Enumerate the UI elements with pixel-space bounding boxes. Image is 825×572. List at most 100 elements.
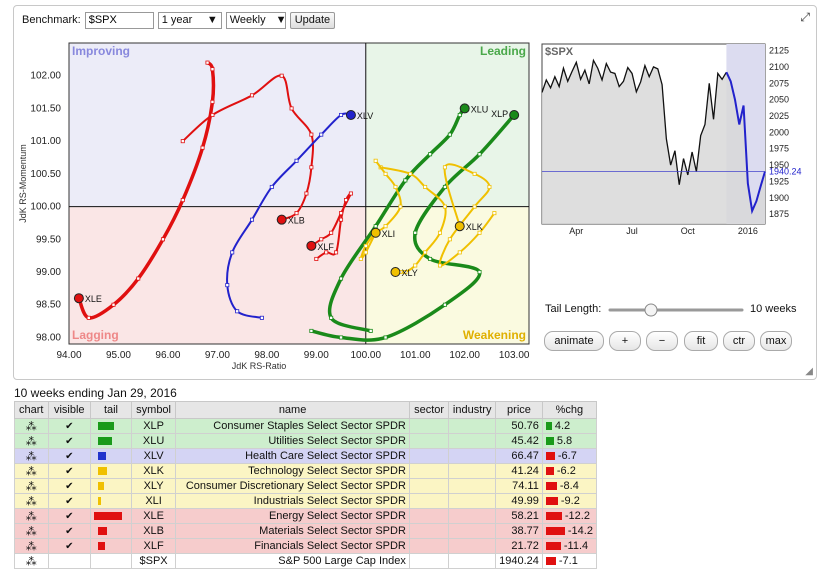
tail-swatch[interactable] [90, 463, 132, 479]
head-point[interactable] [509, 109, 520, 120]
sector-cell [408, 448, 450, 464]
tail-swatch[interactable] [90, 538, 132, 554]
visible-checkbox[interactable]: ✔ [47, 493, 92, 509]
pctchg-value: -6.2 [556, 465, 576, 477]
center-button[interactable]: ctr [723, 331, 755, 351]
y-axis-label: JdK RS-Momentum [18, 144, 28, 223]
visible-checkbox[interactable]: ✔ [47, 433, 92, 449]
col-name[interactable]: name [175, 401, 410, 419]
table-row[interactable]: ⁂ ✔ XLK Technology Select Sector SPDR 41.24 -… [14, 463, 598, 479]
tail-xlp[interactable]: XLP [309, 109, 520, 342]
fit-button[interactable]: fit [684, 331, 718, 351]
slider-handle[interactable] [644, 303, 658, 317]
tail-xli[interactable]: XLI [358, 158, 403, 261]
tail-point [383, 335, 388, 340]
chart-link-icon[interactable]: ⁂ [14, 433, 49, 449]
tail-length-slider[interactable] [608, 302, 746, 318]
update-button[interactable]: Update [289, 11, 336, 29]
visible-checkbox[interactable]: ✔ [47, 538, 92, 554]
max-button[interactable]: max [760, 331, 792, 351]
chart-link-icon[interactable]: ⁂ [14, 553, 49, 569]
visible-checkbox[interactable]: ✔ [47, 478, 92, 494]
x-tick-label: 96.00 [155, 350, 180, 361]
tail-xlf[interactable]: XLF [306, 191, 353, 261]
tail-swatch[interactable] [90, 553, 132, 569]
tail-xlu[interactable]: XLU [327, 103, 489, 333]
visible-checkbox[interactable]: ✔ [47, 463, 92, 479]
table-row[interactable]: ⁂ ✔ XLY Consumer Discretionary Select Secto… [14, 478, 598, 494]
tail-swatch[interactable] [90, 493, 132, 509]
col-sector[interactable]: sector [408, 401, 450, 419]
col-symbol[interactable]: symbol [130, 401, 177, 419]
tail-xly[interactable]: XLY [378, 165, 447, 278]
pctchg-bar [545, 437, 554, 446]
head-point[interactable] [306, 240, 317, 251]
head-point[interactable] [459, 103, 470, 114]
chart-link-icon[interactable]: ⁂ [14, 463, 49, 479]
tail-swatch[interactable] [90, 523, 132, 539]
zoom-out-button[interactable]: − [646, 331, 678, 351]
head-point[interactable] [454, 221, 465, 232]
table-row[interactable]: ⁂ ✔ XLI Industrials Select Sector SPDR 49.99… [14, 493, 598, 509]
tail-xle[interactable]: XLE [73, 60, 216, 320]
table-row[interactable]: ⁂ ✔ XLU Utilities Select Sector SPDR 45.42 5.… [14, 433, 598, 449]
visible-checkbox[interactable]: ✔ [47, 418, 92, 434]
tail-xlv[interactable]: XLV [225, 109, 374, 320]
chart-link-icon[interactable]: ⁂ [14, 523, 49, 539]
chart-link-icon[interactable]: ⁂ [14, 478, 49, 494]
tail-point [492, 211, 497, 216]
col-industry[interactable]: industry [448, 401, 497, 419]
table-row[interactable]: ⁂ $SPX S&P 500 Large Cap Index 1940.24 -7.1 [14, 553, 598, 569]
expand-icon[interactable]: ⤢ [800, 10, 810, 24]
head-point[interactable] [73, 293, 84, 304]
col-chart[interactable]: chart [14, 401, 49, 419]
chart-link-icon[interactable]: ⁂ [14, 418, 49, 434]
visible-checkbox[interactable] [47, 553, 92, 569]
tail-swatch[interactable] [90, 448, 132, 464]
tail-swatch[interactable] [90, 418, 132, 434]
chart-link-icon[interactable]: ⁂ [14, 448, 49, 464]
tail-point [180, 139, 185, 144]
col-pctchg[interactable]: %chg [541, 401, 598, 419]
tail-xlb[interactable]: XLB [180, 73, 315, 226]
period-select[interactable]: 1 year ▼ [157, 11, 222, 29]
head-point[interactable] [370, 227, 381, 238]
zoom-in-button[interactable]: + [609, 331, 641, 351]
rrg-chart: Improving Leading Lagging Weakening 94.00 95.… [18, 42, 530, 371]
tail-swatch[interactable] [90, 478, 132, 494]
head-point[interactable] [276, 214, 287, 225]
col-visible[interactable]: visible [47, 401, 92, 419]
table-row[interactable]: ⁂ ✔ XLF Financials Select Sector SPDR 21.72 -… [14, 538, 598, 554]
col-tail[interactable]: tail [90, 401, 132, 419]
chart-link-icon[interactable]: ⁂ [14, 508, 49, 524]
table-row[interactable]: ⁂ ✔ XLE Energy Select Sector SPDR 58.21 -12.2 [14, 508, 598, 524]
animate-button[interactable]: animate [544, 331, 604, 351]
benchmark-input[interactable] [84, 11, 154, 29]
head-point[interactable] [390, 267, 401, 278]
table-row[interactable]: ⁂ ✔ XLP Consumer Staples Select Sector SPDR… [14, 418, 598, 434]
industry-cell [448, 463, 497, 479]
tail-line [77, 60, 216, 320]
rrg-panel: Benchmark: 1 year ▼ Weekly ▼ Update ⤢ Impr… [13, 5, 817, 380]
series-label: XLE [85, 294, 102, 304]
table-row[interactable]: ⁂ ✔ XLV Health Care Select Sector SPDR 66.47… [14, 448, 598, 464]
pctchg-cell: -7.1 [541, 553, 598, 569]
table-row[interactable]: ⁂ ✔ XLB Materials Select Sector SPDR 38.77 -1… [14, 523, 598, 539]
tail-line [309, 113, 516, 342]
col-price[interactable]: price [495, 401, 543, 419]
head-point[interactable] [345, 109, 356, 120]
tail-xlk[interactable]: XLK [437, 163, 497, 268]
visible-checkbox[interactable]: ✔ [47, 448, 92, 464]
x-axis-label: JdK RS-Ratio [232, 361, 287, 371]
tail-swatch[interactable] [90, 433, 132, 449]
mini-area [542, 60, 765, 225]
pctchg-cell: -11.4 [541, 538, 598, 554]
visible-checkbox[interactable]: ✔ [47, 523, 92, 539]
chart-link-icon[interactable]: ⁂ [14, 538, 49, 554]
visible-checkbox[interactable]: ✔ [47, 508, 92, 524]
tail-swatch[interactable] [90, 508, 132, 524]
chart-link-icon[interactable]: ⁂ [14, 493, 49, 509]
frequency-select[interactable]: Weekly ▼ [225, 11, 286, 29]
tail-point [210, 67, 215, 72]
resize-handle-icon[interactable]: ◢ [805, 366, 813, 377]
